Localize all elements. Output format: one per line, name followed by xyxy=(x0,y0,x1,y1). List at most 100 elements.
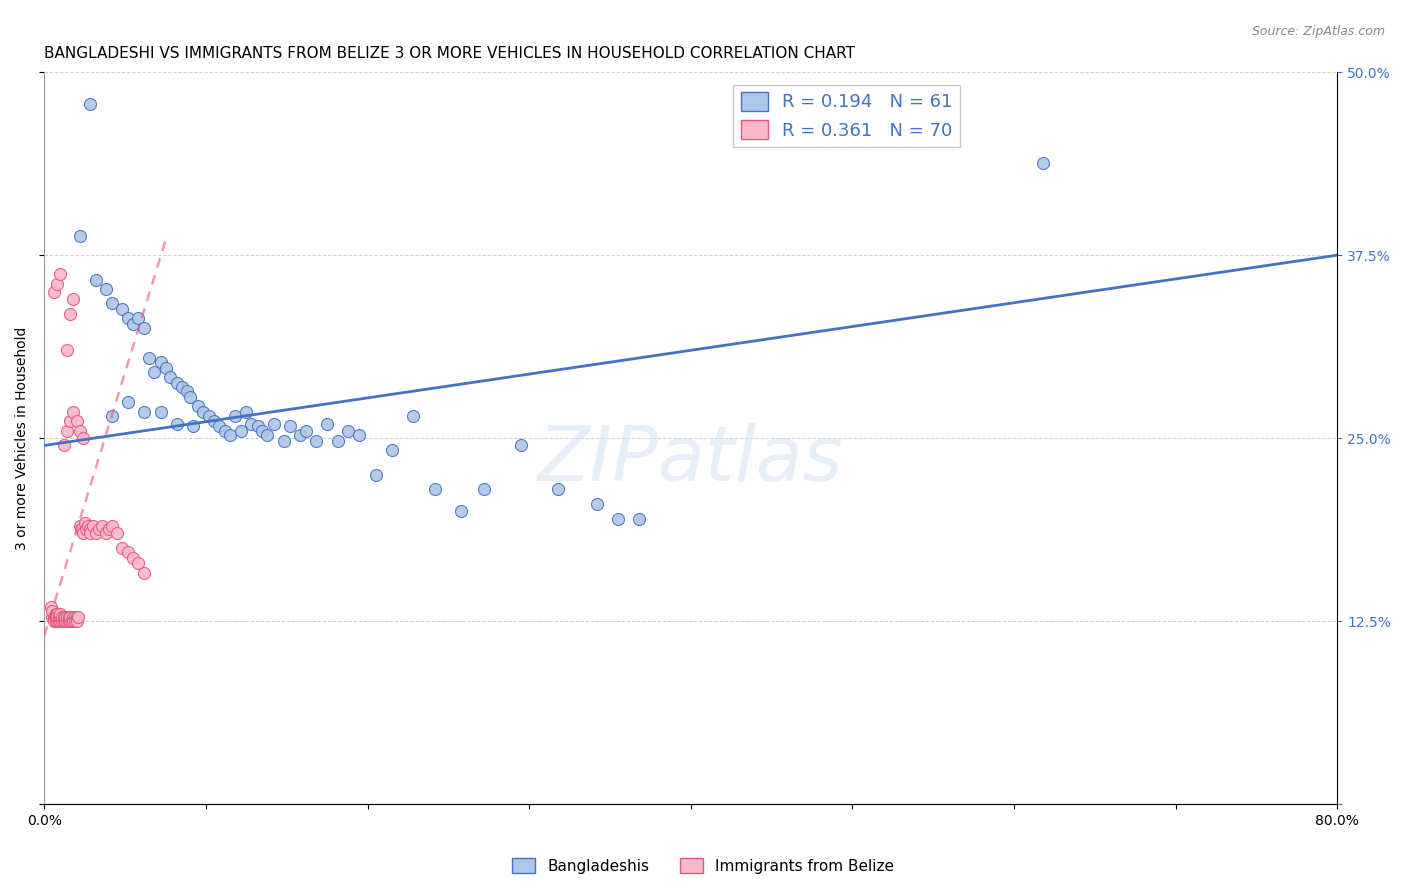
Point xyxy=(65,614,87,628)
Point xyxy=(52,614,75,628)
Point xyxy=(252,424,274,438)
Legend: Bangladeshis, Immigrants from Belize: Bangladeshis, Immigrants from Belize xyxy=(506,852,900,880)
Point xyxy=(381,442,404,457)
Point xyxy=(56,609,79,624)
Text: BANGLADESHI VS IMMIGRANTS FROM BELIZE 3 OR MORE VEHICLES IN HOUSEHOLD CORRELATIO: BANGLADESHI VS IMMIGRANTS FROM BELIZE 3 … xyxy=(44,46,855,62)
Point xyxy=(231,424,253,438)
Legend: R = 0.194   N = 61, R = 0.361   N = 70: R = 0.194 N = 61, R = 0.361 N = 70 xyxy=(734,85,960,147)
Point xyxy=(117,394,139,409)
Point xyxy=(59,614,82,628)
Point xyxy=(58,614,80,628)
Point xyxy=(59,609,82,624)
Point xyxy=(56,424,79,438)
Point xyxy=(69,229,91,244)
Point xyxy=(49,614,72,628)
Y-axis label: 3 or more Vehicles in Household: 3 or more Vehicles in Household xyxy=(15,326,30,549)
Point xyxy=(122,317,145,331)
Point xyxy=(91,519,114,533)
Point xyxy=(46,609,69,624)
Point xyxy=(105,526,128,541)
Point xyxy=(69,519,91,533)
Point xyxy=(65,414,87,428)
Point xyxy=(48,614,70,628)
Point xyxy=(89,522,111,536)
Point xyxy=(159,369,181,384)
Point xyxy=(328,434,350,448)
Point xyxy=(278,419,301,434)
Point xyxy=(69,424,91,438)
Point xyxy=(75,522,97,536)
Point xyxy=(56,614,79,628)
Point xyxy=(111,541,134,555)
Point xyxy=(51,614,73,628)
Point xyxy=(101,409,124,424)
Point xyxy=(67,609,90,624)
Point xyxy=(42,614,65,628)
Point xyxy=(316,417,339,431)
Point xyxy=(224,409,246,424)
Point xyxy=(179,390,201,404)
Point xyxy=(288,428,311,442)
Point xyxy=(1032,156,1054,170)
Point xyxy=(273,434,295,448)
Point xyxy=(79,522,101,536)
Point xyxy=(122,551,145,566)
Point xyxy=(256,428,278,442)
Point xyxy=(176,384,198,399)
Point xyxy=(149,355,172,369)
Point xyxy=(127,556,149,570)
Point xyxy=(202,414,225,428)
Point xyxy=(79,97,101,112)
Point xyxy=(63,609,86,624)
Point xyxy=(48,609,70,624)
Point xyxy=(41,604,63,618)
Point xyxy=(70,522,93,536)
Point xyxy=(84,273,107,287)
Point xyxy=(62,292,84,306)
Point xyxy=(191,405,214,419)
Point xyxy=(134,321,156,335)
Point xyxy=(52,609,75,624)
Point xyxy=(39,599,62,614)
Point xyxy=(62,609,84,624)
Point xyxy=(94,526,117,541)
Point xyxy=(77,519,100,533)
Point xyxy=(101,296,124,310)
Point xyxy=(63,614,86,628)
Point xyxy=(219,428,242,442)
Point xyxy=(117,545,139,559)
Point xyxy=(42,609,65,624)
Point xyxy=(402,409,425,424)
Point xyxy=(56,343,79,358)
Point xyxy=(214,424,236,438)
Point xyxy=(208,419,231,434)
Point xyxy=(349,428,371,442)
Point xyxy=(547,483,569,497)
Point xyxy=(134,566,156,580)
Point xyxy=(97,522,120,536)
Point xyxy=(42,285,65,299)
Point xyxy=(46,277,69,292)
Text: ZIPatlas: ZIPatlas xyxy=(538,423,844,497)
Point xyxy=(73,516,96,530)
Point xyxy=(134,405,156,419)
Point xyxy=(45,614,67,628)
Point xyxy=(46,614,69,628)
Point xyxy=(607,511,630,525)
Point xyxy=(149,405,172,419)
Point xyxy=(127,311,149,326)
Point xyxy=(425,483,447,497)
Point xyxy=(59,307,82,321)
Point xyxy=(166,376,188,390)
Point xyxy=(235,405,257,419)
Point xyxy=(46,607,69,621)
Point xyxy=(246,419,269,434)
Point xyxy=(155,360,177,375)
Point xyxy=(628,511,651,525)
Point xyxy=(170,380,193,394)
Point xyxy=(263,417,285,431)
Point xyxy=(510,438,533,452)
Point xyxy=(111,302,134,317)
Point xyxy=(472,483,495,497)
Point xyxy=(41,609,63,624)
